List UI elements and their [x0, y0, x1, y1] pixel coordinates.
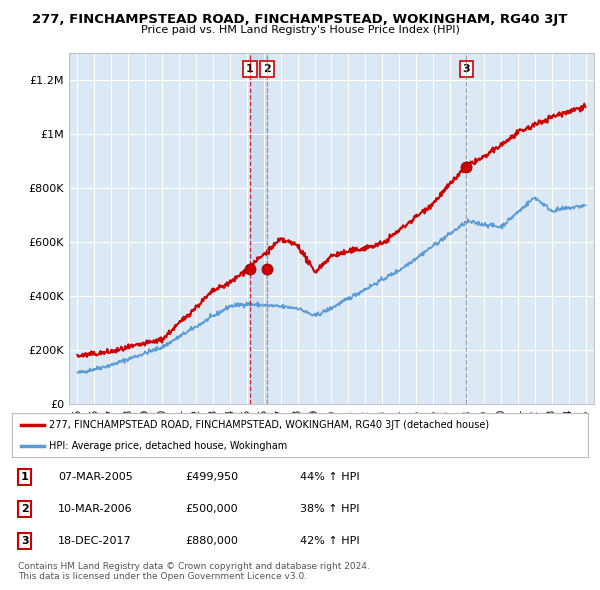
Bar [250, 53, 267, 404]
Text: 42% ↑ HPI: 42% ↑ HPI [300, 536, 359, 546]
Text: 1: 1 [246, 64, 254, 74]
Text: HPI: Average price, detached house, Wokingham: HPI: Average price, detached house, Woki… [49, 441, 287, 451]
Text: £499,950: £499,950 [185, 472, 238, 482]
Text: £880,000: £880,000 [185, 536, 238, 546]
Text: 1: 1 [21, 472, 29, 482]
Text: 3: 3 [463, 64, 470, 74]
Text: 2: 2 [21, 504, 29, 514]
Text: 38% ↑ HPI: 38% ↑ HPI [300, 504, 359, 514]
Text: 10-MAR-2006: 10-MAR-2006 [58, 504, 133, 514]
Text: This data is licensed under the Open Government Licence v3.0.: This data is licensed under the Open Gov… [18, 572, 307, 581]
Text: 2: 2 [263, 64, 271, 74]
Text: £500,000: £500,000 [185, 504, 238, 514]
Text: 18-DEC-2017: 18-DEC-2017 [58, 536, 132, 546]
Text: 277, FINCHAMPSTEAD ROAD, FINCHAMPSTEAD, WOKINGHAM, RG40 3JT: 277, FINCHAMPSTEAD ROAD, FINCHAMPSTEAD, … [32, 13, 568, 26]
Text: 3: 3 [21, 536, 28, 546]
Text: 07-MAR-2005: 07-MAR-2005 [58, 472, 133, 482]
Text: 44% ↑ HPI: 44% ↑ HPI [300, 472, 359, 482]
Text: Contains HM Land Registry data © Crown copyright and database right 2024.: Contains HM Land Registry data © Crown c… [18, 562, 370, 571]
Text: 277, FINCHAMPSTEAD ROAD, FINCHAMPSTEAD, WOKINGHAM, RG40 3JT (detached house): 277, FINCHAMPSTEAD ROAD, FINCHAMPSTEAD, … [49, 420, 490, 430]
Text: Price paid vs. HM Land Registry's House Price Index (HPI): Price paid vs. HM Land Registry's House … [140, 25, 460, 35]
